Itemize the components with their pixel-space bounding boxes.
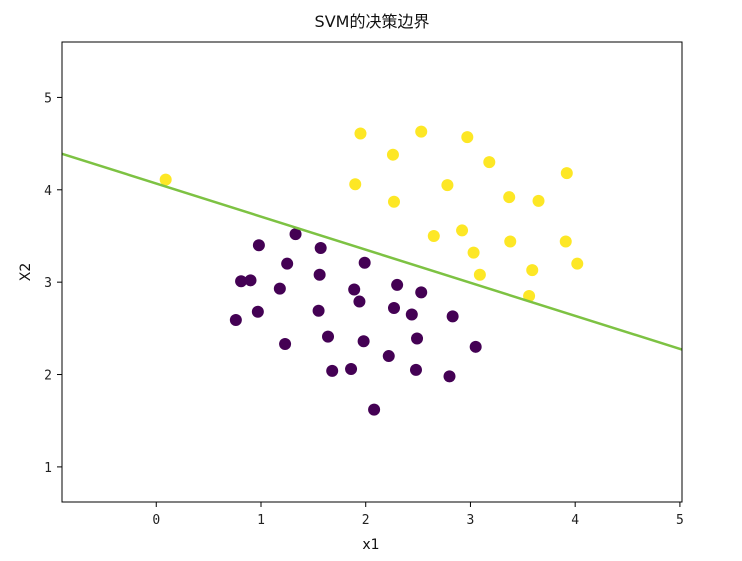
x-tick-label: 5 <box>676 513 684 528</box>
data-point-series-0 <box>415 286 428 299</box>
data-point-series-0 <box>313 268 326 281</box>
y-tick-label: 1 <box>44 461 52 476</box>
data-point-series-0 <box>251 305 264 318</box>
data-point-series-0 <box>469 340 482 353</box>
x-tick-label: 2 <box>362 513 370 528</box>
x-tick-label: 3 <box>467 513 475 528</box>
data-point-series-1 <box>349 178 362 191</box>
data-point-series-1 <box>386 148 399 161</box>
data-point-series-1 <box>483 156 496 169</box>
y-tick-label: 2 <box>44 369 52 384</box>
data-point-series-1 <box>473 268 486 281</box>
data-point-series-0 <box>387 302 400 315</box>
data-point-series-0 <box>345 362 358 375</box>
data-point-series-0 <box>229 314 242 327</box>
data-point-series-1 <box>415 125 428 138</box>
data-point-series-1 <box>526 264 539 277</box>
data-point-series-1 <box>559 235 572 248</box>
data-point-series-0 <box>382 350 395 363</box>
y-tick-label: 5 <box>44 91 52 106</box>
data-point-series-0 <box>289 228 302 241</box>
y-axis-label: X2 <box>18 263 34 282</box>
data-point-series-1 <box>354 127 367 140</box>
data-point-series-0 <box>405 308 418 321</box>
data-point-series-0 <box>443 370 456 383</box>
data-point-series-0 <box>353 295 366 308</box>
data-point-series-1 <box>159 173 172 186</box>
plot-frame <box>61 41 683 503</box>
chart-title: SVM的决策边界 <box>315 12 430 31</box>
data-point-series-1 <box>523 290 536 303</box>
data-point-series-1 <box>387 195 400 208</box>
data-point-series-0 <box>279 338 292 351</box>
data-point-series-0 <box>391 278 404 291</box>
data-point-series-1 <box>532 194 545 207</box>
data-point-series-0 <box>322 330 335 343</box>
y-tick-label: 4 <box>44 184 52 199</box>
data-point-series-0 <box>281 257 294 270</box>
data-point-series-1 <box>571 257 584 270</box>
data-point-series-0 <box>244 274 257 287</box>
data-point-series-0 <box>357 335 370 348</box>
data-point-series-1 <box>504 235 517 248</box>
data-point-series-0 <box>446 310 459 323</box>
data-point-series-0 <box>368 403 381 416</box>
data-point-series-0 <box>252 239 265 252</box>
data-point-series-0 <box>411 332 424 345</box>
data-point-series-1 <box>456 224 469 237</box>
x-tick-label: 1 <box>257 513 265 528</box>
data-point-series-0 <box>314 241 327 254</box>
data-point-series-1 <box>560 167 573 180</box>
data-point-series-0 <box>235 275 248 288</box>
data-point-series-1 <box>467 246 480 259</box>
data-point-series-0 <box>358 256 371 269</box>
data-point-series-1 <box>427 229 440 242</box>
data-point-series-0 <box>273 282 286 295</box>
data-point-series-0 <box>312 304 325 317</box>
data-point-series-0 <box>348 283 361 296</box>
data-point-series-0 <box>326 364 339 377</box>
data-point-series-1 <box>461 131 474 144</box>
x-tick-label: 0 <box>152 513 160 528</box>
decision-boundary-line <box>61 152 683 351</box>
data-point-series-1 <box>503 191 516 204</box>
data-point-series-1 <box>441 179 454 192</box>
plot-area: 0 1 2 3 4 5 1 2 3 4 5 <box>44 41 684 528</box>
data-point-series-0 <box>409 363 422 376</box>
x-tick-label: 4 <box>571 513 579 528</box>
x-axis-label: x1 <box>362 537 379 553</box>
y-tick-label: 3 <box>44 276 52 291</box>
